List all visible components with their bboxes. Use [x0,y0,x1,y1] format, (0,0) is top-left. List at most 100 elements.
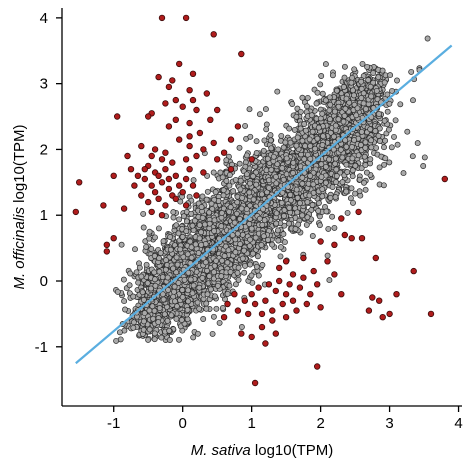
gene-point [301,156,308,163]
highlight-point [213,106,221,114]
gene-point [368,137,375,144]
highlight-point [165,175,173,183]
highlight-point [113,113,121,120]
highlight-point [189,96,197,104]
gene-point [227,269,234,275]
gene-point [279,189,286,196]
gene-point [247,133,254,140]
y-axis-label-species: M. officinalis [11,207,28,290]
gene-point [174,261,181,268]
gene-point [224,259,231,266]
gene-point [212,293,218,300]
gene-point [326,94,333,101]
gene-point [121,298,128,305]
gene-point [235,264,242,271]
gene-point [199,275,206,281]
gene-point [113,337,120,344]
highlight-point [165,123,173,130]
gene-point [274,88,281,95]
gene-point [173,254,180,261]
gene-point [270,153,277,160]
highlight-point [244,310,252,318]
highlight-point [331,241,338,248]
gene-point [256,215,263,222]
highlight-point [272,330,279,337]
highlight-point [355,208,362,216]
gene-point [381,161,388,168]
gene-point [223,177,230,184]
gene-point [253,181,260,188]
gene-point [319,90,326,97]
gene-point [275,237,282,244]
gene-point [150,315,157,322]
gene-point [304,94,311,101]
gene-point [172,298,178,305]
highlight-point [72,208,79,216]
gene-point [333,166,340,173]
highlight-point [186,86,193,94]
gene-point [315,124,322,131]
gene-point [349,74,356,81]
gene-point [213,305,220,312]
gene-point [176,216,183,223]
highlight-point [110,172,117,179]
gene-point [266,184,272,191]
gene-point [342,137,349,144]
gene-point [330,133,337,140]
gene-point [309,202,316,208]
gene-point [372,128,379,134]
highlight-point [314,363,321,370]
highlight-point [282,314,290,321]
gene-point [299,137,306,144]
gene-point [175,280,182,286]
gene-point [314,135,321,142]
highlight-point [241,297,248,304]
highlight-point [324,258,331,265]
gene-point [199,193,206,200]
gene-point [343,95,350,102]
y-axis-label-unit: log10(TPM) [11,124,28,207]
gene-point [333,179,339,186]
gene-point [367,156,374,163]
x-tick-label: 1 [247,415,255,432]
gene-point [204,291,211,298]
gene-point [293,113,300,120]
gene-point [219,257,225,264]
gene-point [386,100,393,107]
highlight-point [162,202,169,209]
highlight-point [341,231,348,239]
gene-point [210,169,217,176]
gene-point [351,137,358,144]
gene-point [227,204,234,211]
highlight-point [103,248,110,255]
gene-point [273,180,280,187]
highlight-point [124,152,131,160]
gene-point [306,192,313,199]
gene-point [261,217,268,224]
gene-point [260,206,267,213]
gene-point [370,79,377,86]
gene-point [388,144,395,151]
gene-point [156,305,163,312]
gene-point [409,153,416,160]
gene-point [356,176,363,183]
gene-point [352,162,359,169]
highlight-point [279,300,286,308]
gene-point [253,263,260,270]
gene-point [381,117,388,124]
gene-point [376,164,383,171]
gene-point [246,221,253,227]
gene-point [151,269,158,276]
gene-point [380,182,387,189]
gene-point [364,63,371,70]
highlight-point [148,182,155,189]
gene-point [204,188,211,195]
gene-point [302,127,309,134]
gene-point [281,213,287,219]
gene-point [267,132,274,139]
highlight-point [331,271,338,278]
gene-point [341,112,348,119]
x-axis-label: M. sativa log10(TPM) [191,442,334,459]
highlight-point [138,192,145,199]
gene-point [286,125,293,132]
